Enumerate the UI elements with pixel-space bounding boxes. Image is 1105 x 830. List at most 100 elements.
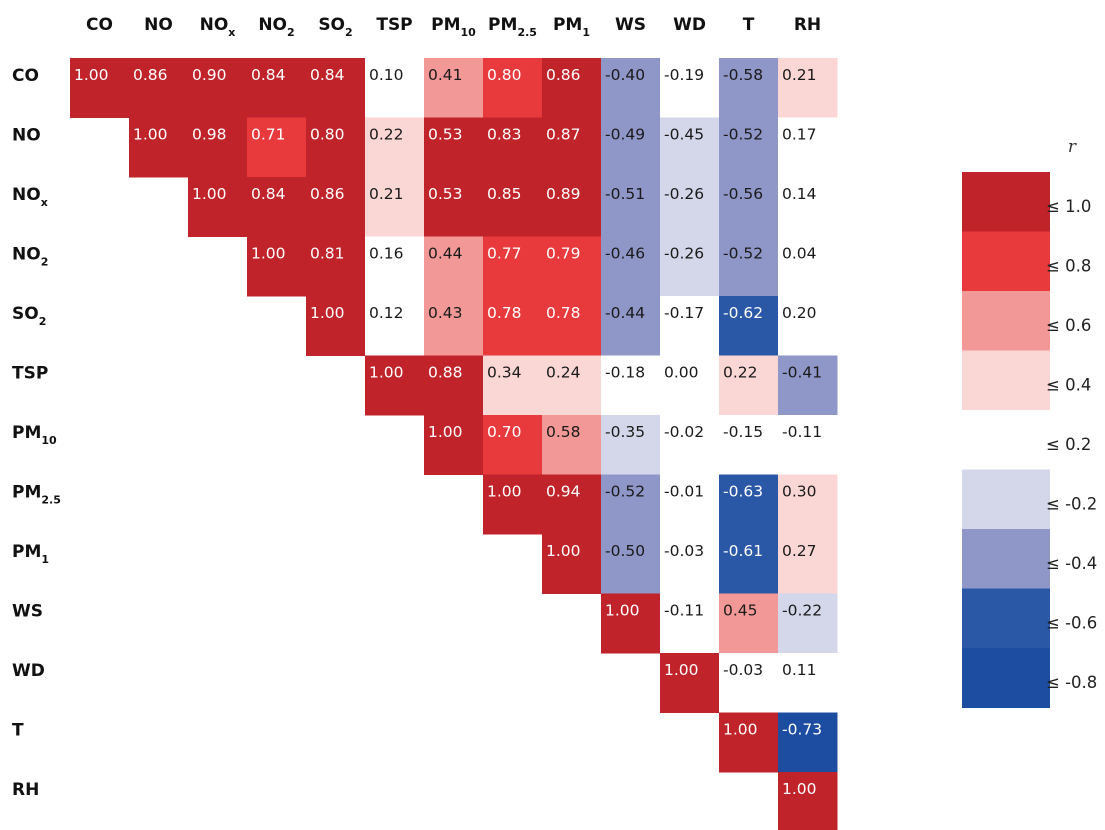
column-label-t: T <box>743 15 755 35</box>
row-label-pm10: PM10 <box>12 423 57 447</box>
cell-t-rh-value: -0.73 <box>782 721 822 739</box>
cell-wd-wd <box>660 653 720 713</box>
column-label-so2: SO2 <box>318 15 352 39</box>
cell-no-no2 <box>247 117 307 178</box>
cell-co-nox <box>188 58 248 118</box>
cell-pm10-pm25 <box>483 415 543 475</box>
cell-t-rh <box>778 712 838 773</box>
cell-no2-wd-value: -0.26 <box>664 245 704 263</box>
legend-label-4: ≤ 0.2 <box>1046 435 1091 454</box>
row-label-nox: NOx <box>12 185 48 209</box>
cell-nox-tsp-value: 0.21 <box>369 185 404 203</box>
cell-pm25-wd-value: -0.01 <box>664 483 704 501</box>
cell-no-no2-value: 0.71 <box>251 126 286 144</box>
cell-tsp-pm1-value: 0.24 <box>546 364 581 382</box>
cell-nox-t-value: -0.56 <box>723 185 763 203</box>
cell-nox-wd <box>660 177 720 237</box>
row-label-tsp: TSP <box>12 364 48 384</box>
cell-co-no <box>129 58 189 118</box>
cell-nox-tsp <box>365 177 425 237</box>
cell-no-no-value: 1.00 <box>133 126 168 144</box>
legend-label-5: ≤ -0.2 <box>1046 495 1097 514</box>
row-label-wd: WD <box>12 661 45 681</box>
cell-co-pm10 <box>424 58 484 118</box>
cell-so2-ws-value: -0.44 <box>605 304 645 322</box>
column-label-no: NO <box>144 15 173 35</box>
cell-tsp-wd-value: 0.00 <box>664 364 699 382</box>
cell-co-pm10-value: 0.41 <box>428 66 463 84</box>
cell-co-tsp-value: 0.10 <box>369 66 404 84</box>
cell-wd-t <box>719 653 779 713</box>
cell-no-t-value: -0.52 <box>723 126 763 144</box>
cell-tsp-t <box>719 355 779 416</box>
row-labels: CO NO NOx NO2 SO2 TSP PM10 PM2.5 PM1 WS WD T RH <box>12 66 61 800</box>
cell-no-rh <box>778 117 838 178</box>
cell-no-tsp-value: 0.22 <box>369 126 404 144</box>
cell-so2-wd-value: -0.17 <box>664 304 704 322</box>
cell-nox-pm1 <box>542 177 602 237</box>
cell-ws-rh <box>778 593 838 654</box>
cell-no2-tsp <box>365 236 425 297</box>
cell-tsp-pm25-value: 0.34 <box>487 364 522 382</box>
cell-no2-pm1-value: 0.79 <box>546 245 581 263</box>
cell-pm25-rh <box>778 474 838 535</box>
cell-no2-no2-value: 1.00 <box>251 245 286 263</box>
cell-rh-rh <box>778 772 838 830</box>
legend-label-2: ≤ 0.6 <box>1046 316 1091 335</box>
column-label-pm10: PM10 <box>431 15 476 39</box>
cell-ws-t-value: 0.45 <box>723 602 758 620</box>
cell-co-no2 <box>247 58 307 118</box>
cell-no2-t <box>719 236 779 297</box>
cell-so2-wd <box>660 296 720 356</box>
column-label-no2: NO2 <box>258 15 294 39</box>
legend-swatch-6 <box>962 529 1050 589</box>
cell-pm10-wd-value: -0.02 <box>664 423 704 441</box>
cell-pm10-pm25-value: 0.70 <box>487 423 522 441</box>
cell-ws-t <box>719 593 779 654</box>
cell-pm10-rh <box>778 415 838 475</box>
cell-nox-pm10-value: 0.53 <box>428 185 463 203</box>
cell-no-pm25 <box>483 117 543 178</box>
cell-no-pm1 <box>542 117 602 178</box>
cell-no2-no2 <box>247 236 307 297</box>
cell-pm25-ws <box>601 474 661 535</box>
cell-pm25-pm1-value: 0.94 <box>546 483 581 501</box>
row-label-so2: SO2 <box>12 304 46 328</box>
cell-no2-ws-value: -0.46 <box>605 245 645 263</box>
row-label-ws: WS <box>12 602 43 622</box>
cell-tsp-pm10-value: 0.88 <box>428 364 463 382</box>
legend-swatch-5 <box>962 469 1050 530</box>
cell-no-so2-value: 0.80 <box>310 126 345 144</box>
cell-no2-pm25-value: 0.77 <box>487 245 522 263</box>
cell-co-pm25-value: 0.80 <box>487 66 522 84</box>
cell-pm1-pm1 <box>542 534 602 594</box>
cell-pm1-ws <box>601 534 661 594</box>
cell-no2-wd <box>660 236 720 297</box>
cell-so2-pm1 <box>542 296 602 356</box>
cell-ws-ws-value: 1.00 <box>605 602 640 620</box>
cell-no2-tsp-value: 0.16 <box>369 245 404 263</box>
cell-pm1-ws-value: -0.50 <box>605 542 645 560</box>
cell-pm10-ws <box>601 415 661 475</box>
cell-nox-pm25-value: 0.85 <box>487 185 522 203</box>
cell-co-so2 <box>306 58 366 118</box>
legend-label-3: ≤ 0.4 <box>1046 376 1091 395</box>
cell-tsp-tsp-value: 1.00 <box>369 364 404 382</box>
cell-no-ws <box>601 117 661 178</box>
cell-nox-nox <box>188 177 248 237</box>
cell-pm1-rh <box>778 534 838 594</box>
cell-no2-ws <box>601 236 661 297</box>
column-label-rh: RH <box>794 15 821 35</box>
legend-swatch-2 <box>962 291 1050 351</box>
cell-co-rh <box>778 58 838 118</box>
cell-no-pm10-value: 0.53 <box>428 126 463 144</box>
cell-no-pm25-value: 0.83 <box>487 126 522 144</box>
cell-nox-so2 <box>306 177 366 237</box>
legend-swatch-8 <box>962 648 1050 708</box>
cell-co-co-value: 1.00 <box>74 66 109 84</box>
cell-so2-rh-value: 0.20 <box>782 304 817 322</box>
cell-nox-no2 <box>247 177 307 237</box>
cell-no2-pm25 <box>483 236 543 297</box>
cell-so2-pm25-value: 0.78 <box>487 304 522 322</box>
